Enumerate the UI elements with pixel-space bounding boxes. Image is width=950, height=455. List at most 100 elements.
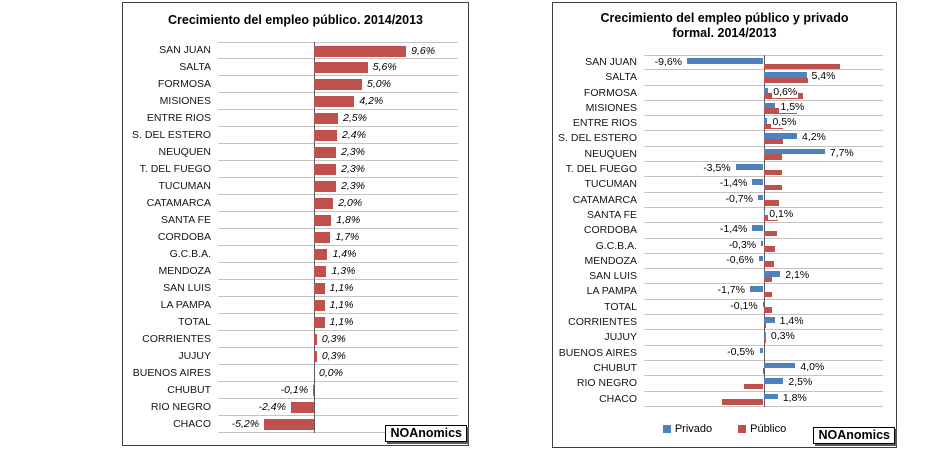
left-chart-title: Crecimiento del empleo público. 2014/201… — [168, 13, 423, 27]
público-bar — [763, 154, 782, 160]
value-label: 7,7% — [828, 146, 855, 159]
chart-row: SANTA FE 0,1% — [553, 207, 883, 224]
chart-row: MISIONES 4,2% — [123, 93, 458, 110]
privado-bar — [735, 164, 764, 170]
chart-row: G.C.B.A. -0,3% — [553, 238, 883, 254]
bar-cell: 1,8% — [644, 391, 883, 407]
chart-row: FORMOSA 5,0% — [123, 76, 458, 93]
value-label: 1,1% — [329, 282, 354, 294]
privado-bar — [763, 332, 766, 338]
chart-row: T. DEL FUEGO 2,3% — [123, 161, 458, 178]
chart-row: CHUBUT 4,0% — [553, 360, 883, 377]
right-plot-area: SAN JUAN -9,6% SALTA 5,4% FORMOSA 0,6% MISIONE… — [553, 55, 883, 407]
category-label: FORMOSA — [157, 78, 211, 90]
bar-cell: 5,6% — [218, 59, 458, 76]
público-bar — [763, 337, 766, 344]
value-label: -0,1% — [729, 299, 759, 312]
chart-row: SANTA FE 1,8% — [123, 212, 458, 229]
bar-cell: 2,3% — [218, 144, 458, 161]
category-label: CHACO — [599, 392, 637, 405]
category-label: MENDOZA — [584, 254, 638, 267]
category-label: MISIONES — [585, 101, 637, 114]
privado-bar — [763, 87, 769, 94]
category-label: SALTA — [605, 71, 637, 84]
publico-bar — [314, 215, 332, 226]
category-label: ENTRE RIOS — [572, 117, 637, 130]
bar-cell: 9,6% — [218, 42, 458, 59]
chart-row: TUCUMAN 2,3% — [123, 178, 458, 195]
value-label: 1,1% — [329, 316, 354, 328]
chart-row: CHACO -5,2% — [123, 416, 458, 433]
privado-bar — [763, 133, 797, 139]
value-label: -1,4% — [718, 223, 749, 236]
chart-row: JUJUY 0,3% — [123, 348, 458, 365]
value-label: 2,1% — [784, 269, 811, 282]
publico-swatch-icon — [738, 425, 747, 433]
publico-bar — [314, 164, 337, 175]
legend: Privado Público — [553, 423, 896, 435]
chart-row: SALTA 5,6% — [123, 59, 458, 76]
value-label: 0,3% — [321, 350, 346, 362]
publico-bar — [314, 266, 327, 277]
público-bar — [763, 200, 780, 206]
bar-cell: 1,3% — [218, 263, 458, 280]
value-label: -9,6% — [653, 56, 684, 68]
público-bar — [744, 383, 764, 390]
value-label: -2,4% — [258, 401, 286, 413]
privado-bar — [763, 271, 781, 277]
público-bar — [763, 63, 840, 69]
bar-cell: 1,8% — [218, 212, 458, 229]
category-label: CORRIENTES — [142, 333, 211, 345]
value-label: 0,1% — [768, 207, 795, 220]
público-bar — [763, 184, 782, 191]
publico-bar — [314, 300, 325, 311]
chart-row: CHUBUT -0,1% — [123, 382, 458, 399]
chart-row: CATAMARCA -0,7% — [553, 192, 883, 208]
privado-bar — [758, 255, 764, 262]
value-label: -0,6% — [725, 253, 755, 266]
value-label: 0,3% — [321, 333, 346, 345]
privado-bar — [761, 240, 764, 247]
category-label: JUJUY — [604, 331, 637, 344]
bar-cell: 0,3% — [218, 348, 458, 365]
bar-cell: -2,4% — [218, 399, 458, 416]
value-label: 2,5% — [343, 112, 367, 124]
privado-bar — [759, 347, 764, 354]
público-bar — [762, 368, 764, 374]
chart-row: JUJUY 0,3% — [553, 330, 883, 346]
chart-row: CHACO 1,8% — [553, 391, 883, 407]
category-label: SALTA — [179, 61, 211, 73]
bar-cell: 5,0% — [218, 76, 458, 93]
category-label: RIO NEGRO — [576, 377, 637, 390]
publico-bar — [314, 232, 331, 243]
chart-row: T. DEL FUEGO -3,5% — [553, 162, 883, 178]
category-label: LA PAMPA — [586, 285, 637, 298]
publico-bar — [314, 334, 317, 345]
chart-row: BUENOS AIRES -0,5% — [553, 345, 883, 361]
bar-cell: -5,2% — [218, 416, 458, 433]
category-label: CATAMARCA — [572, 193, 637, 206]
bar-cell: 2,0% — [218, 195, 458, 212]
chart-row: LA PAMPA 1,1% — [123, 297, 458, 314]
chart-row: SAN LUIS 2,1% — [553, 269, 883, 285]
category-label: CORRIENTES — [568, 316, 637, 329]
bar-cell: 0,3% — [218, 331, 458, 348]
publico-bar — [290, 402, 314, 413]
category-label: SAN JUAN — [159, 44, 211, 56]
value-label: -0,5% — [726, 345, 756, 358]
chart-empleo-publico-privado: Crecimiento del empleo público y privado… — [552, 2, 897, 448]
category-label: TOTAL — [604, 300, 637, 313]
right-chart-title-line1: Crecimiento del empleo público y privado — [600, 11, 849, 25]
value-label: 2,0% — [338, 197, 363, 209]
value-label: -1,7% — [716, 284, 746, 297]
público-bar — [763, 169, 782, 176]
publico-bar — [314, 96, 355, 107]
category-label: SAN LUIS — [163, 282, 211, 294]
publico-bar — [314, 351, 317, 362]
value-label: 1,4% — [332, 248, 357, 260]
category-label: S. DEL ESTERO — [132, 129, 211, 141]
category-label: ENTRE RIOS — [146, 112, 211, 124]
chart-row: S. DEL ESTERO 2,4% — [123, 127, 458, 144]
value-label: 9,6% — [411, 45, 436, 57]
category-label: S. DEL ESTERO — [558, 132, 637, 145]
